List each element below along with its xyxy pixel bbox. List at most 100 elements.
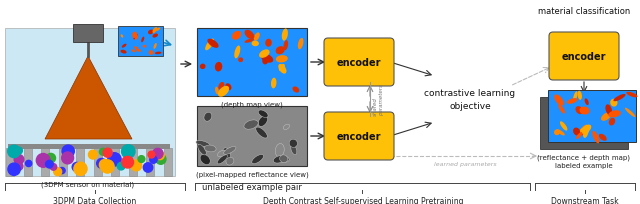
Bar xyxy=(147,148,154,176)
Ellipse shape xyxy=(238,58,243,63)
Ellipse shape xyxy=(254,33,260,42)
Ellipse shape xyxy=(291,145,297,155)
Ellipse shape xyxy=(265,40,272,48)
Circle shape xyxy=(122,156,134,168)
Ellipse shape xyxy=(200,64,205,70)
Ellipse shape xyxy=(576,132,582,139)
Ellipse shape xyxy=(277,156,289,162)
Ellipse shape xyxy=(276,56,288,63)
Circle shape xyxy=(74,162,87,175)
Circle shape xyxy=(131,160,141,171)
Text: contrastive learning
objective: contrastive learning objective xyxy=(424,89,516,110)
Circle shape xyxy=(150,156,157,163)
Ellipse shape xyxy=(259,116,268,127)
Bar xyxy=(111,148,119,176)
Ellipse shape xyxy=(289,140,298,148)
Text: Depth Contrast Self-supervised Learning Pretraining: Depth Contrast Self-supervised Learning … xyxy=(263,196,463,204)
Ellipse shape xyxy=(279,65,285,72)
Ellipse shape xyxy=(593,131,599,144)
Bar xyxy=(129,148,137,176)
Circle shape xyxy=(15,147,22,154)
Text: unlabeled example pair: unlabeled example pair xyxy=(202,182,302,191)
Circle shape xyxy=(36,154,50,167)
Ellipse shape xyxy=(196,141,210,147)
Ellipse shape xyxy=(223,148,230,162)
FancyBboxPatch shape xyxy=(324,39,394,86)
Ellipse shape xyxy=(282,29,288,41)
Circle shape xyxy=(46,154,56,163)
Ellipse shape xyxy=(154,44,157,50)
Ellipse shape xyxy=(280,155,288,163)
Ellipse shape xyxy=(609,118,615,126)
Ellipse shape xyxy=(225,84,232,91)
Ellipse shape xyxy=(217,155,227,164)
Circle shape xyxy=(138,156,145,163)
Circle shape xyxy=(8,145,20,158)
Ellipse shape xyxy=(554,130,560,135)
Ellipse shape xyxy=(583,126,589,138)
Ellipse shape xyxy=(573,92,577,102)
Circle shape xyxy=(62,145,74,157)
Ellipse shape xyxy=(567,99,578,104)
Text: (3DPM sensor on material): (3DPM sensor on material) xyxy=(42,181,134,188)
Ellipse shape xyxy=(234,46,240,59)
Ellipse shape xyxy=(215,63,222,72)
Ellipse shape xyxy=(260,54,273,63)
Ellipse shape xyxy=(298,39,303,50)
Ellipse shape xyxy=(131,50,136,53)
Ellipse shape xyxy=(134,47,138,50)
Ellipse shape xyxy=(582,125,591,134)
Circle shape xyxy=(8,163,20,175)
Circle shape xyxy=(152,149,163,159)
Ellipse shape xyxy=(276,47,285,55)
Ellipse shape xyxy=(149,51,154,56)
Ellipse shape xyxy=(252,41,259,47)
Ellipse shape xyxy=(275,144,284,157)
Bar xyxy=(24,148,31,176)
Bar xyxy=(6,148,14,176)
Ellipse shape xyxy=(580,107,589,115)
Ellipse shape xyxy=(143,45,146,49)
Bar xyxy=(540,98,628,149)
Circle shape xyxy=(103,149,112,157)
Circle shape xyxy=(148,151,155,158)
FancyBboxPatch shape xyxy=(549,33,619,81)
Text: 3DPM Data Collection: 3DPM Data Collection xyxy=(53,196,136,204)
Ellipse shape xyxy=(133,35,138,40)
Ellipse shape xyxy=(610,99,618,107)
Ellipse shape xyxy=(292,87,300,93)
Circle shape xyxy=(97,159,106,168)
Ellipse shape xyxy=(198,145,206,155)
Ellipse shape xyxy=(226,157,234,165)
Ellipse shape xyxy=(575,131,584,135)
Text: material classification: material classification xyxy=(538,7,630,16)
Ellipse shape xyxy=(218,82,225,90)
Circle shape xyxy=(156,152,164,160)
Bar xyxy=(5,29,175,176)
Ellipse shape xyxy=(232,32,241,41)
Text: (reflectance + depth map)
labeled example: (reflectance + depth map) labeled exampl… xyxy=(538,154,630,168)
Bar xyxy=(94,148,102,176)
Polygon shape xyxy=(45,57,132,139)
Ellipse shape xyxy=(627,92,637,98)
Ellipse shape xyxy=(608,111,621,118)
Ellipse shape xyxy=(204,145,216,152)
Circle shape xyxy=(117,163,125,170)
Circle shape xyxy=(156,154,166,164)
Ellipse shape xyxy=(560,122,568,131)
Circle shape xyxy=(72,163,81,172)
Text: Downstream Task: Downstream Task xyxy=(551,196,619,204)
Bar xyxy=(76,148,84,176)
Bar xyxy=(73,25,103,43)
Bar xyxy=(118,27,163,57)
Circle shape xyxy=(88,151,97,159)
Ellipse shape xyxy=(215,87,219,95)
Ellipse shape xyxy=(156,28,160,32)
Ellipse shape xyxy=(205,39,214,51)
Ellipse shape xyxy=(152,28,157,34)
Circle shape xyxy=(15,162,23,170)
Ellipse shape xyxy=(120,35,124,38)
Ellipse shape xyxy=(204,113,212,122)
FancyBboxPatch shape xyxy=(324,112,394,160)
Circle shape xyxy=(99,149,106,155)
